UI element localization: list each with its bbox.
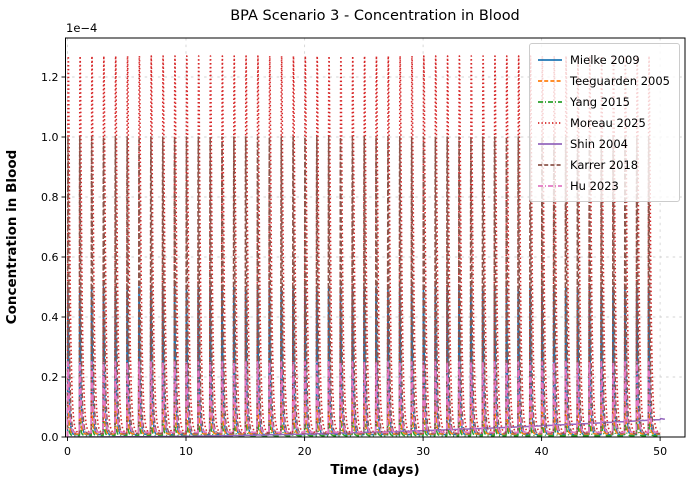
- legend-item-mielke-2009: Mielke 2009: [537, 49, 670, 70]
- legend-line-swatch-shin-2004: [538, 142, 562, 145]
- legend-label-mielke-2009: Mielke 2009: [570, 52, 640, 67]
- y-tick-label: 0.4: [41, 311, 59, 324]
- x-tick-label: 30: [416, 445, 430, 458]
- y-tick-label: 0.0: [41, 431, 59, 444]
- chart-title: BPA Scenario 3 - Concentration in Blood: [230, 8, 520, 24]
- legend-line-swatch-yang-2015: [538, 100, 562, 103]
- legend-label-shin-2004: Shin 2004: [570, 136, 628, 151]
- legend: Mielke 2009 Teeguarden 2005 Yang 2015 Morea…: [529, 43, 680, 202]
- y-axis-label: Concentration in Blood: [4, 149, 20, 325]
- legend-line-swatch-hu-2023: [538, 184, 562, 187]
- x-axis-label: Time (days): [330, 462, 420, 478]
- series-line-karrer-2018: [66, 136, 661, 437]
- x-tick-label: 40: [535, 445, 549, 458]
- legend-line-swatch-mielke-2009: [538, 58, 562, 61]
- legend-item-teeguarden-2005: Teeguarden 2005: [537, 70, 670, 91]
- y-offset-label: 1e−4: [66, 21, 98, 35]
- x-tick-label: 50: [653, 445, 667, 458]
- series-line-teeguarden-2005: [66, 400, 661, 437]
- legend-label-teeguarden-2005: Teeguarden 2005: [570, 73, 670, 88]
- series-group: [66, 55, 666, 437]
- legend-line-swatch-teeguarden-2005: [538, 79, 562, 82]
- x-tick-label: 10: [179, 445, 193, 458]
- legend-label-hu-2023: Hu 2023: [570, 178, 619, 193]
- y-tick-label: 0.8: [41, 191, 59, 204]
- legend-item-hu-2023: Hu 2023: [537, 175, 670, 196]
- legend-item-shin-2004: Shin 2004: [537, 133, 670, 154]
- legend-label-moreau-2025: Moreau 2025: [570, 115, 646, 130]
- series-line-yang-2015: [66, 421, 661, 437]
- legend-item-moreau-2025: Moreau 2025: [537, 112, 670, 133]
- axes: 0 10 20 30 40 50 0.0 0.2 0.4 0.6 0.8 1.0 1.2: [41, 37, 686, 458]
- legend-line-swatch-moreau-2025: [538, 121, 562, 124]
- legend-item-yang-2015: Yang 2015: [537, 91, 670, 112]
- y-tick-label: 1.0: [41, 131, 59, 144]
- y-tick-label: 0.6: [41, 251, 59, 264]
- y-tick-label: 0.2: [41, 371, 59, 384]
- y-tick-label: 1.2: [41, 71, 59, 84]
- legend-line-swatch-karrer-2018: [538, 163, 562, 166]
- plot-border: [65, 37, 686, 438]
- x-tick-label: 20: [298, 445, 312, 458]
- x-tick-label: 0: [64, 445, 71, 458]
- series-line-hu-2023: [66, 361, 661, 437]
- legend-label-karrer-2018: Karrer 2018: [570, 157, 639, 172]
- legend-label-yang-2015: Yang 2015: [570, 94, 630, 109]
- legend-item-karrer-2018: Karrer 2018: [537, 154, 670, 175]
